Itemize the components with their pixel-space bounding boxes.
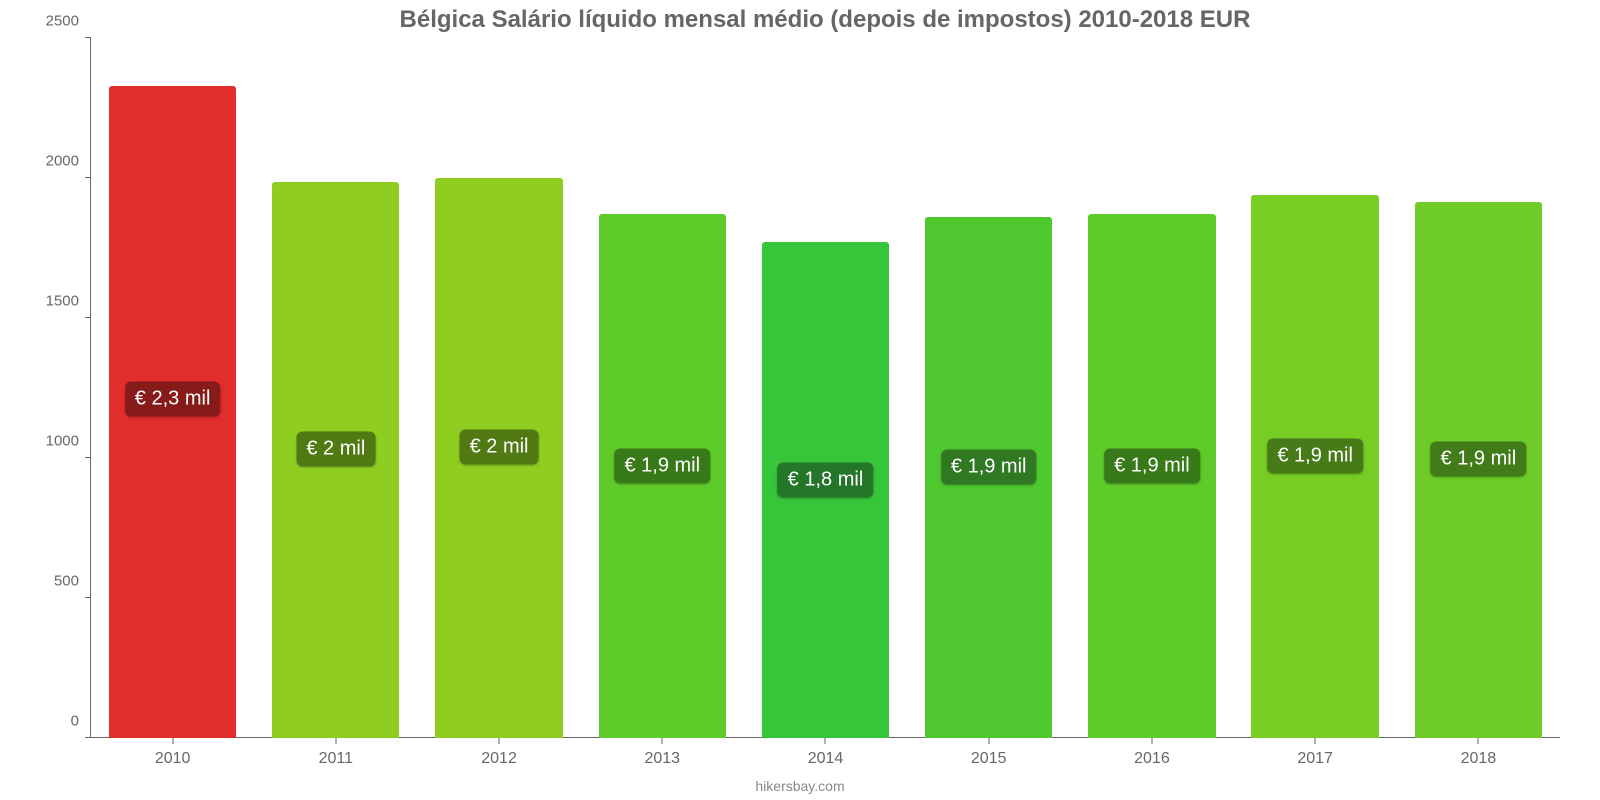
bar-slot: € 1,9 mil2016: [1070, 38, 1233, 738]
bar: € 1,9 mil: [1088, 214, 1215, 738]
bar-slot: € 2,3 mil2010: [91, 38, 254, 738]
bar: € 1,9 mil: [599, 214, 726, 738]
x-tick-label: 2016: [1134, 738, 1170, 768]
bar-value-label: € 1,9 mil: [1431, 442, 1527, 477]
x-tick-label: 2013: [644, 738, 680, 768]
bar-value-label: € 1,9 mil: [941, 450, 1037, 485]
plot-area: € 2,3 mil2010€ 2 mil2011€ 2 mil2012€ 1,9…: [90, 38, 1560, 738]
y-tick: [85, 177, 91, 178]
y-tick-label: 2000: [46, 153, 91, 170]
bar-slot: € 2 mil2011: [254, 38, 417, 738]
bar-value-label: € 2 mil: [296, 431, 375, 466]
x-tick-label: 2017: [1297, 738, 1333, 768]
y-tick: [85, 37, 91, 38]
bar: € 2 mil: [435, 178, 562, 738]
bar: € 1,8 mil: [762, 242, 889, 738]
bar-slot: € 1,9 mil2013: [581, 38, 744, 738]
chart-credit: hikersbay.com: [755, 778, 844, 794]
bar-slot: € 1,9 mil2018: [1397, 38, 1560, 738]
bar: € 1,9 mil: [1415, 202, 1542, 738]
bar-value-label: € 1,8 mil: [778, 463, 874, 498]
x-tick-label: 2018: [1461, 738, 1497, 768]
y-tick: [85, 597, 91, 598]
bar-value-label: € 1,9 mil: [1267, 438, 1363, 473]
x-tick-label: 2010: [155, 738, 191, 768]
bars-container: € 2,3 mil2010€ 2 mil2011€ 2 mil2012€ 1,9…: [91, 38, 1560, 738]
y-tick-label: 2500: [46, 13, 91, 30]
x-tick-label: 2011: [319, 738, 353, 768]
bar-value-label: € 2,3 mil: [125, 381, 221, 416]
bar-chart: Bélgica Salário líquido mensal médio (de…: [0, 0, 1600, 800]
bar: € 1,9 mil: [925, 217, 1052, 738]
bar-value-label: € 1,9 mil: [1104, 448, 1200, 483]
bar-slot: € 1,9 mil2017: [1234, 38, 1397, 738]
y-tick-label: 1000: [46, 433, 91, 450]
y-tick-label: 0: [71, 713, 91, 730]
bar: € 1,9 mil: [1251, 195, 1378, 738]
y-tick-label: 1500: [46, 293, 91, 310]
bar-value-label: € 2 mil: [460, 429, 539, 464]
y-tick: [85, 737, 91, 738]
bar-slot: € 1,8 mil2014: [744, 38, 907, 738]
bar-slot: € 1,9 mil2015: [907, 38, 1070, 738]
x-tick-label: 2012: [481, 738, 517, 768]
bar-slot: € 2 mil2012: [417, 38, 580, 738]
bar: € 2,3 mil: [109, 86, 236, 738]
y-tick-label: 500: [54, 573, 91, 590]
bar-value-label: € 1,9 mil: [614, 448, 710, 483]
y-tick: [85, 457, 91, 458]
chart-title: Bélgica Salário líquido mensal médio (de…: [90, 0, 1560, 38]
x-tick-label: 2014: [808, 738, 844, 768]
x-tick-label: 2015: [971, 738, 1007, 768]
y-tick: [85, 317, 91, 318]
bar: € 2 mil: [272, 182, 399, 738]
